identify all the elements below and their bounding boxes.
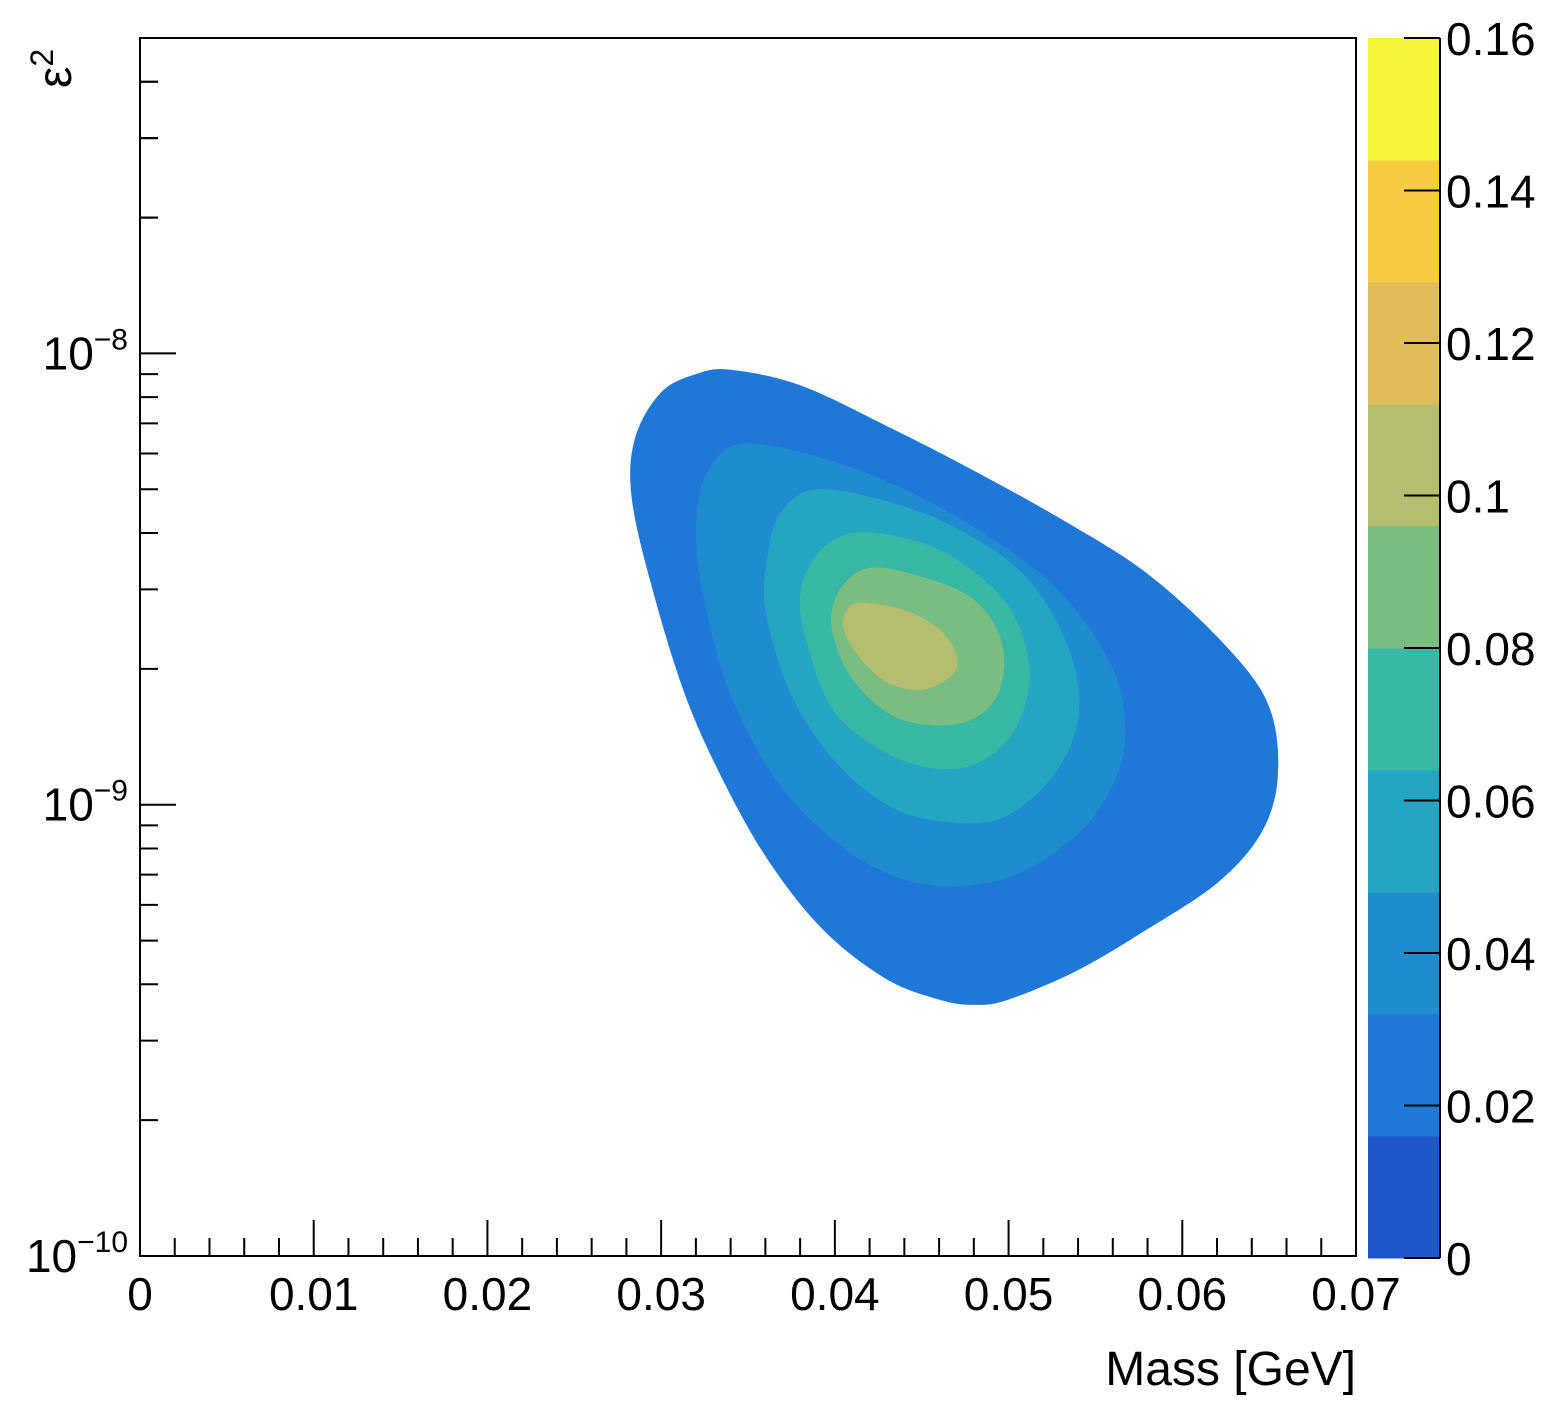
- y-axis-label: ε2: [24, 49, 82, 88]
- x-tick-label: 0.04: [790, 1268, 880, 1320]
- x-tick-label: 0.02: [443, 1268, 533, 1320]
- x-axis: 0 0.01 0.02 0.03 0.04 0.05 0.06 0.07: [127, 1220, 1401, 1320]
- colorbar-band: [1368, 160, 1440, 283]
- y-tick-label: 10−9: [43, 775, 128, 831]
- colorbar-tick-label: 0.16: [1446, 13, 1536, 65]
- colorbar-tick-label: 0.1: [1446, 471, 1510, 523]
- x-tick-label: 0.05: [964, 1268, 1054, 1320]
- colorbar-band: [1368, 1136, 1440, 1259]
- colorbar-band: [1368, 38, 1440, 161]
- colorbar: 0 0.02 0.04 0.06 0.08 0.1 0.12 0.14 0.16: [1368, 13, 1536, 1285]
- x-tick-label: 0.07: [1311, 1268, 1401, 1320]
- x-tick-label: 0.03: [616, 1268, 706, 1320]
- colorbar-tick-label: 0.08: [1446, 623, 1536, 675]
- y-tick-label: 10−8: [43, 323, 128, 379]
- colorbar-band: [1368, 526, 1440, 649]
- colorbar-tick-label: 0: [1446, 1233, 1472, 1285]
- contour-region: [842, 602, 958, 691]
- plot-frame: [139, 37, 1357, 1257]
- y-tick-label: 10−10: [26, 1226, 128, 1282]
- colorbar-tick-label: 0.12: [1446, 318, 1536, 370]
- x-tick-label: 0: [127, 1268, 153, 1320]
- colorbar-band: [1368, 1014, 1440, 1137]
- colorbar-tick-label: 0.14: [1446, 166, 1536, 218]
- y-axis: 10−10 10−9 10−8: [26, 37, 176, 1282]
- colorbar-tick-label: 0.04: [1446, 928, 1536, 980]
- contour-fill-layer: [630, 369, 1279, 1005]
- colorbar-band: [1368, 648, 1440, 771]
- x-tick-label: 0.01: [269, 1268, 359, 1320]
- x-axis-label: Mass [GeV]: [1105, 1343, 1356, 1396]
- colorbar-band: [1368, 404, 1440, 527]
- colorbar-tick-label: 0.02: [1446, 1081, 1536, 1133]
- colorbar-tick-label: 0.06: [1446, 776, 1536, 828]
- colorbar-band: [1368, 770, 1440, 893]
- x-tick-label: 0.06: [1138, 1268, 1228, 1320]
